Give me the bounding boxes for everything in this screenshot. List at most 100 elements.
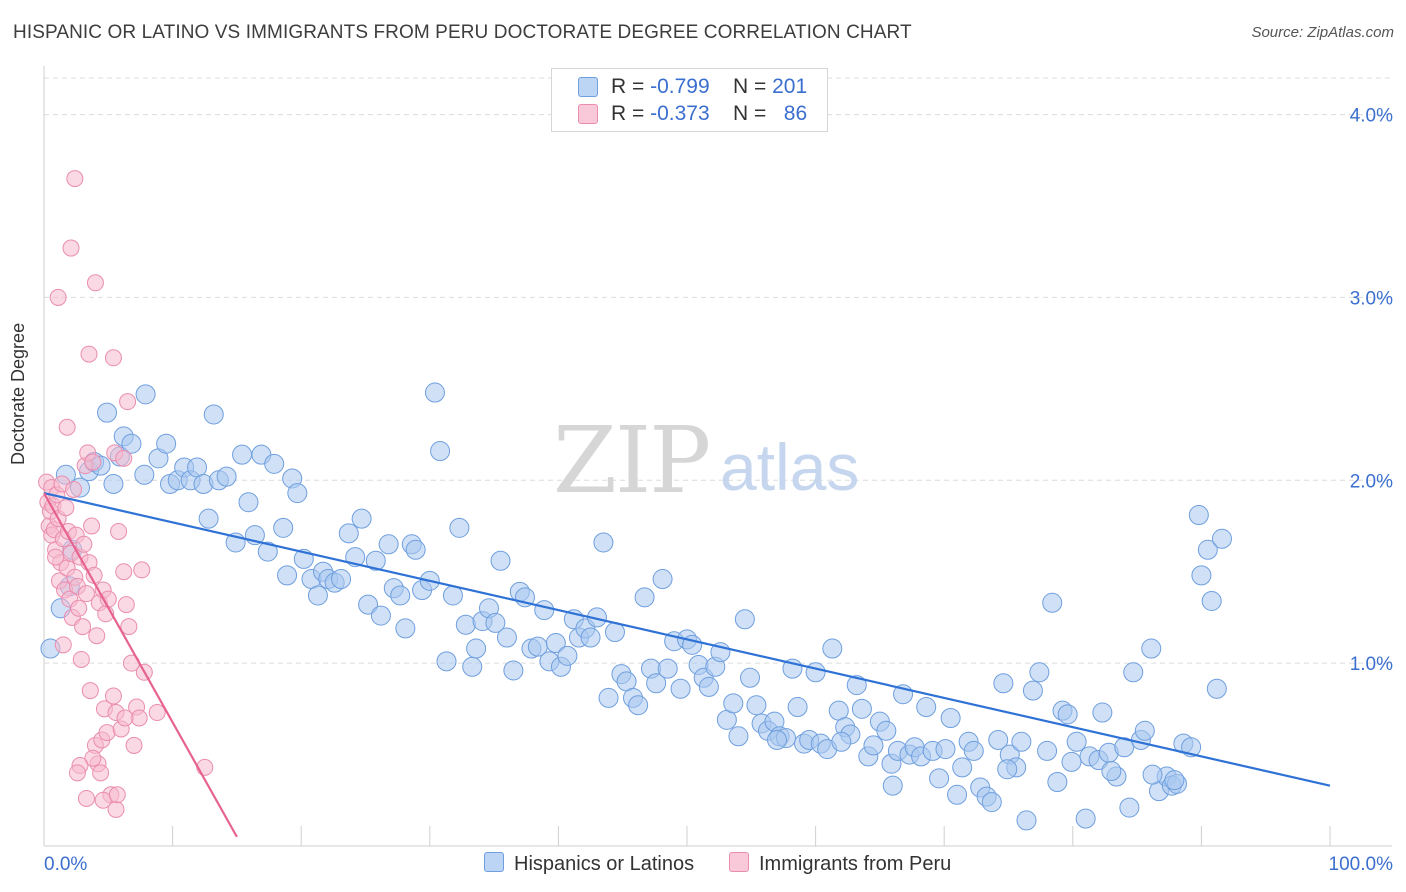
tick-labels: 1.0% 2.0% 3.0% 4.0% 0.0% 100.0% <box>44 106 1393 875</box>
data-point-hispanics <box>993 673 1014 694</box>
series-peru-points <box>38 170 214 818</box>
data-point-hispanics <box>598 687 619 708</box>
data-point-peru <box>130 709 148 727</box>
data-point-peru <box>77 585 95 603</box>
bottom-legend-label: Hispanics or Latinos <box>514 853 695 875</box>
legend-n-label: N = <box>733 75 767 98</box>
y-tick-label: 2.0% <box>1350 471 1393 492</box>
bottom-legend-peru: Immigrants from Peru <box>729 852 951 876</box>
data-point-hispanics <box>496 627 517 648</box>
data-point-peru <box>110 522 128 540</box>
legend-swatch-blue <box>578 77 598 97</box>
data-point-peru <box>125 736 143 754</box>
legend-swatch-pink <box>578 104 598 124</box>
data-point-peru <box>77 789 95 807</box>
data-point-hispanics <box>1211 528 1232 549</box>
data-point-hispanics <box>1047 772 1068 792</box>
data-point-hispanics <box>1119 797 1140 818</box>
watermark-atlas: atlas <box>720 430 859 504</box>
data-point-hispanics <box>1141 638 1162 659</box>
data-point-hispanics <box>358 594 379 615</box>
data-point-peru <box>115 449 133 467</box>
data-point-hispanics <box>257 541 278 562</box>
data-point-peru <box>84 453 102 471</box>
data-point-hispanics <box>198 508 219 529</box>
data-point-hispanics <box>657 658 678 679</box>
data-point-peru <box>133 561 151 579</box>
watermark: ZIP atlas <box>553 407 859 514</box>
data-point-hispanics <box>940 708 961 728</box>
data-point-hispanics <box>390 585 411 606</box>
data-point-peru <box>47 548 65 566</box>
data-point-hispanics <box>952 757 973 778</box>
data-point-hispanics <box>831 731 852 752</box>
data-point-peru <box>57 499 75 517</box>
legend-r-label: R = <box>611 75 645 98</box>
chart-source: Source: ZipAtlas.com <box>1251 24 1394 41</box>
data-point-hispanics <box>1142 764 1163 785</box>
x-tick-label: 100.0% <box>1329 854 1394 875</box>
data-point-hispanics <box>698 676 719 697</box>
data-point-hispanics <box>424 382 445 403</box>
data-point-hispanics <box>1057 704 1078 725</box>
data-point-hispanics <box>1197 539 1218 560</box>
data-point-hispanics <box>97 402 118 423</box>
data-point-hispanics <box>1022 680 1043 701</box>
y-tick-label: 1.0% <box>1350 654 1393 675</box>
data-point-hispanics <box>822 638 843 659</box>
data-point-peru <box>120 618 138 636</box>
data-point-hispanics <box>1206 678 1227 699</box>
data-point-peru <box>49 288 67 306</box>
data-point-peru <box>119 393 137 411</box>
data-point-peru <box>83 517 101 535</box>
data-point-peru <box>148 704 166 722</box>
data-point-hispanics <box>1066 731 1087 752</box>
data-point-hispanics <box>121 433 142 454</box>
data-point-peru <box>92 764 110 782</box>
data-point-hispanics <box>1029 662 1050 683</box>
legend-n-label: N = <box>733 102 767 125</box>
x-tick-label: 0.0% <box>44 854 87 875</box>
data-point-peru <box>116 709 134 727</box>
data-point-hispanics <box>405 539 426 560</box>
data-point-hispanics <box>767 729 788 750</box>
data-point-hispanics <box>1042 592 1063 613</box>
stats-legend: R = -0.799 N = 201 R = -0.373 N = 86 <box>551 68 828 132</box>
data-point-hispanics <box>935 739 956 760</box>
data-point-hispanics <box>805 662 826 683</box>
data-point-peru <box>54 636 72 654</box>
data-point-hispanics <box>490 550 511 571</box>
legend-n-value: 86 <box>783 102 808 125</box>
bottom-legend-swatch-blue <box>484 852 504 872</box>
data-point-peru <box>68 764 86 782</box>
data-point-hispanics <box>580 627 601 648</box>
data-point-hispanics <box>1075 808 1096 829</box>
data-point-hispanics <box>436 651 457 672</box>
data-point-hispanics <box>634 587 655 608</box>
data-point-hispanics <box>378 534 399 555</box>
data-point-hispanics <box>370 605 391 626</box>
data-point-hispanics <box>1092 702 1113 723</box>
axes <box>43 66 1392 847</box>
data-point-hispanics <box>264 453 285 474</box>
data-point-hispanics <box>981 792 1002 813</box>
data-point-hispanics <box>963 740 984 761</box>
data-point-peru <box>117 596 135 614</box>
data-point-hispanics <box>135 384 156 405</box>
data-point-hispanics <box>156 433 177 454</box>
data-point-hispanics <box>851 698 872 719</box>
data-point-hispanics <box>947 784 968 805</box>
data-point-hispanics <box>307 585 328 606</box>
data-point-hispanics <box>1188 505 1209 526</box>
data-point-hispanics <box>916 697 937 718</box>
legend-r-value: -0.373 <box>650 102 710 125</box>
data-point-peru <box>104 349 122 367</box>
data-point-peru <box>62 239 80 257</box>
data-point-hispanics <box>449 517 470 538</box>
data-point-hispanics <box>1191 565 1212 586</box>
data-point-hispanics <box>846 675 867 696</box>
data-point-hispanics <box>273 517 294 538</box>
data-point-hispanics <box>646 673 667 694</box>
data-point-peru <box>88 627 106 645</box>
data-point-hispanics <box>331 569 352 590</box>
